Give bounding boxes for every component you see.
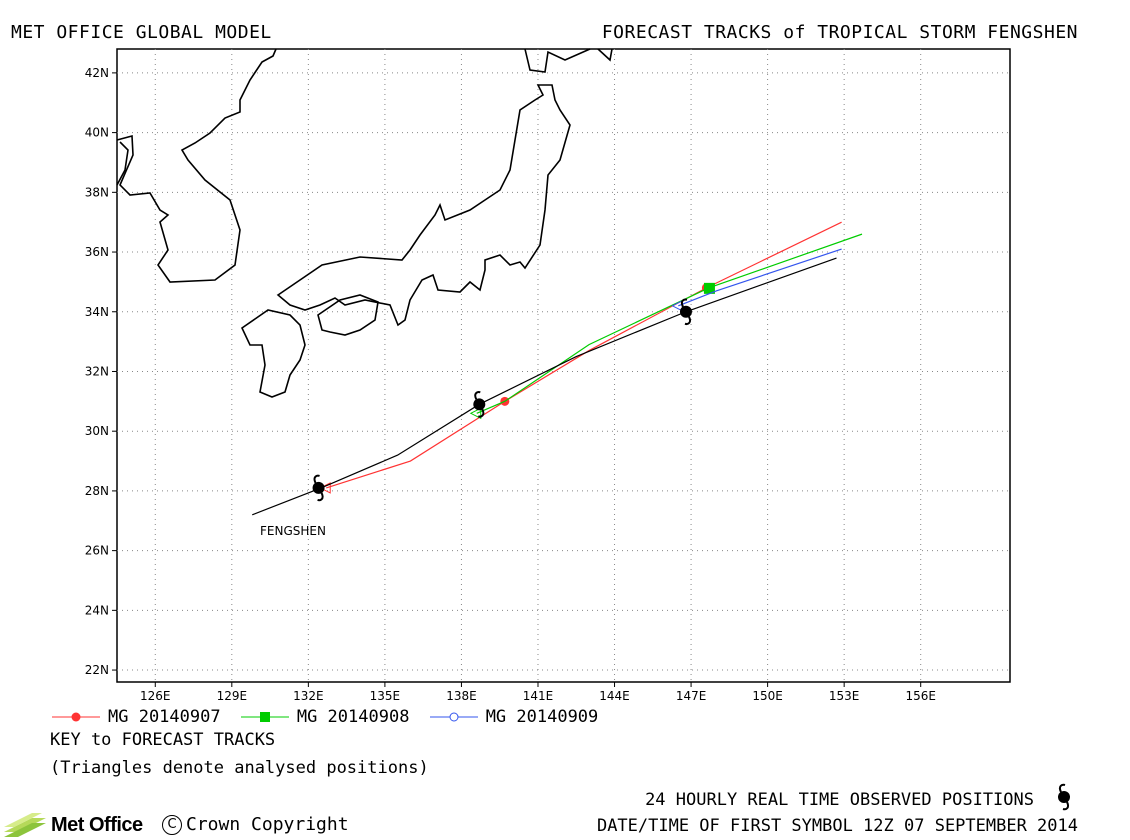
- lat-tick-label: 34N: [85, 305, 109, 319]
- tropical-storm-symbol: [679, 298, 692, 325]
- lon-tick-labels: 126E 129E 132E 135E 138E 141E 144E 147E 150E 153E…: [140, 682, 936, 700]
- legend-item-0909: MG 20140909: [429, 707, 599, 727]
- lat-tick-label: 28N: [85, 484, 109, 498]
- sakhalin-coast: [597, 48, 613, 62]
- tropical-storm-symbol: [473, 391, 486, 418]
- key-note: (Triangles denote analysed positions): [50, 758, 429, 778]
- lon-tick-label: 129E: [217, 689, 248, 700]
- lat-tick-label: 38N: [85, 185, 109, 199]
- met-office-logo: Met Office: [2, 812, 143, 838]
- legend-label-0907: MG 20140907: [108, 707, 221, 727]
- forecast-track-line: [476, 233, 863, 414]
- lon-tick-label: 144E: [599, 689, 630, 700]
- forecast-track-map: FENGSHEN 126E 129E 132E 135E 138E 141E 144E 147…: [85, 48, 1011, 700]
- lat-tick-label: 40N: [85, 126, 109, 140]
- met-office-logo-text: Met Office: [51, 813, 143, 836]
- lon-tick-label: 141E: [523, 689, 554, 700]
- map-title-left: MET OFFICE GLOBAL MODEL: [11, 22, 272, 43]
- lat-tick-label: 36N: [85, 245, 109, 259]
- storm-symbol-core: [473, 398, 486, 411]
- track-layer: [252, 221, 863, 516]
- copyright-icon: C: [162, 814, 182, 835]
- lon-tick-label: 147E: [676, 689, 707, 700]
- lat-tick-label: 30N: [85, 424, 109, 438]
- legend-item-0908: MG 20140908: [240, 707, 410, 727]
- legend-item-0907: MG 20140907: [52, 707, 221, 727]
- lat-tick-labels: 22N 24N 26N 28N 30N 32N 34N 36N 38N 40N 42N: [85, 66, 117, 677]
- forecast-track-line: [326, 221, 842, 489]
- copyright-text: Crown Copyright: [186, 814, 349, 835]
- honshu-coast: [276, 84, 571, 327]
- storm-symbol-core: [312, 481, 325, 494]
- lon-tick-label: 153E: [829, 689, 860, 700]
- legend-label-0909: MG 20140909: [485, 707, 599, 727]
- lat-tick-label: 26N: [85, 544, 109, 558]
- storm-symbol-arm: [684, 316, 692, 325]
- green-square-line-icon: [240, 712, 289, 722]
- lon-tick-label: 126E: [140, 689, 171, 700]
- key-title: KEY to FORECAST TRACKS: [50, 730, 276, 750]
- forecast-marker: [703, 282, 715, 294]
- analysed-position-triangle: [319, 482, 331, 494]
- storm-symbol-arm: [474, 391, 481, 400]
- storm-symbol-arm: [680, 298, 688, 308]
- lon-tick-label: 135E: [370, 689, 401, 700]
- lon-tick-label: 138E: [446, 689, 477, 700]
- storm-symbol-arm: [313, 474, 320, 484]
- lat-tick-label: 22N: [85, 663, 109, 677]
- lon-tick-label: 150E: [752, 689, 783, 700]
- storm-symbol-core: [679, 305, 692, 318]
- lat-tick-label: 42N: [85, 66, 109, 80]
- red-circle-line-icon: [52, 712, 100, 722]
- lat-tick-label: 24N: [85, 603, 109, 617]
- legend-label-0908: MG 20140908: [296, 707, 410, 727]
- shikoku-coast: [317, 294, 379, 336]
- storm-name-label: FENGSHEN: [260, 524, 326, 538]
- analysed-position-triangle: [469, 407, 482, 420]
- storm-symbol-arm: [477, 408, 485, 418]
- observed-positions-note: 24 HOURLY REAL TIME OBSERVED POSITIONS: [645, 790, 1034, 810]
- copyright: C Crown Copyright: [162, 814, 349, 835]
- met-office-logo-icon: [4, 813, 46, 837]
- lon-tick-label: 132E: [293, 689, 324, 700]
- map-grid: [117, 49, 1010, 682]
- kyushu-coast: [240, 309, 306, 398]
- tropical-storm-symbol: [312, 474, 325, 502]
- korea-coast: [116, 48, 277, 283]
- coastlines: [116, 48, 613, 398]
- map-title-right: FORECAST TRACKS of TROPICAL STORM FENGSH…: [601, 22, 1078, 43]
- forecast-track-line: [678, 248, 842, 307]
- blue-open-circle-line-icon: [429, 712, 478, 722]
- first-symbol-date-note: DATE/TIME OF FIRST SYMBOL 12Z 07 SEPTEMB…: [596, 816, 1078, 836]
- hokkaido-coast: [524, 48, 591, 73]
- lat-tick-label: 32N: [85, 364, 109, 378]
- china-coast: [116, 141, 129, 186]
- lon-tick-label: 156E: [905, 689, 936, 700]
- tropical-storm-symbol-icon: [1058, 783, 1070, 811]
- storm-symbol-arm: [317, 492, 324, 502]
- legend: MG 20140907 MG 20140908 MG 20140909: [52, 707, 608, 729]
